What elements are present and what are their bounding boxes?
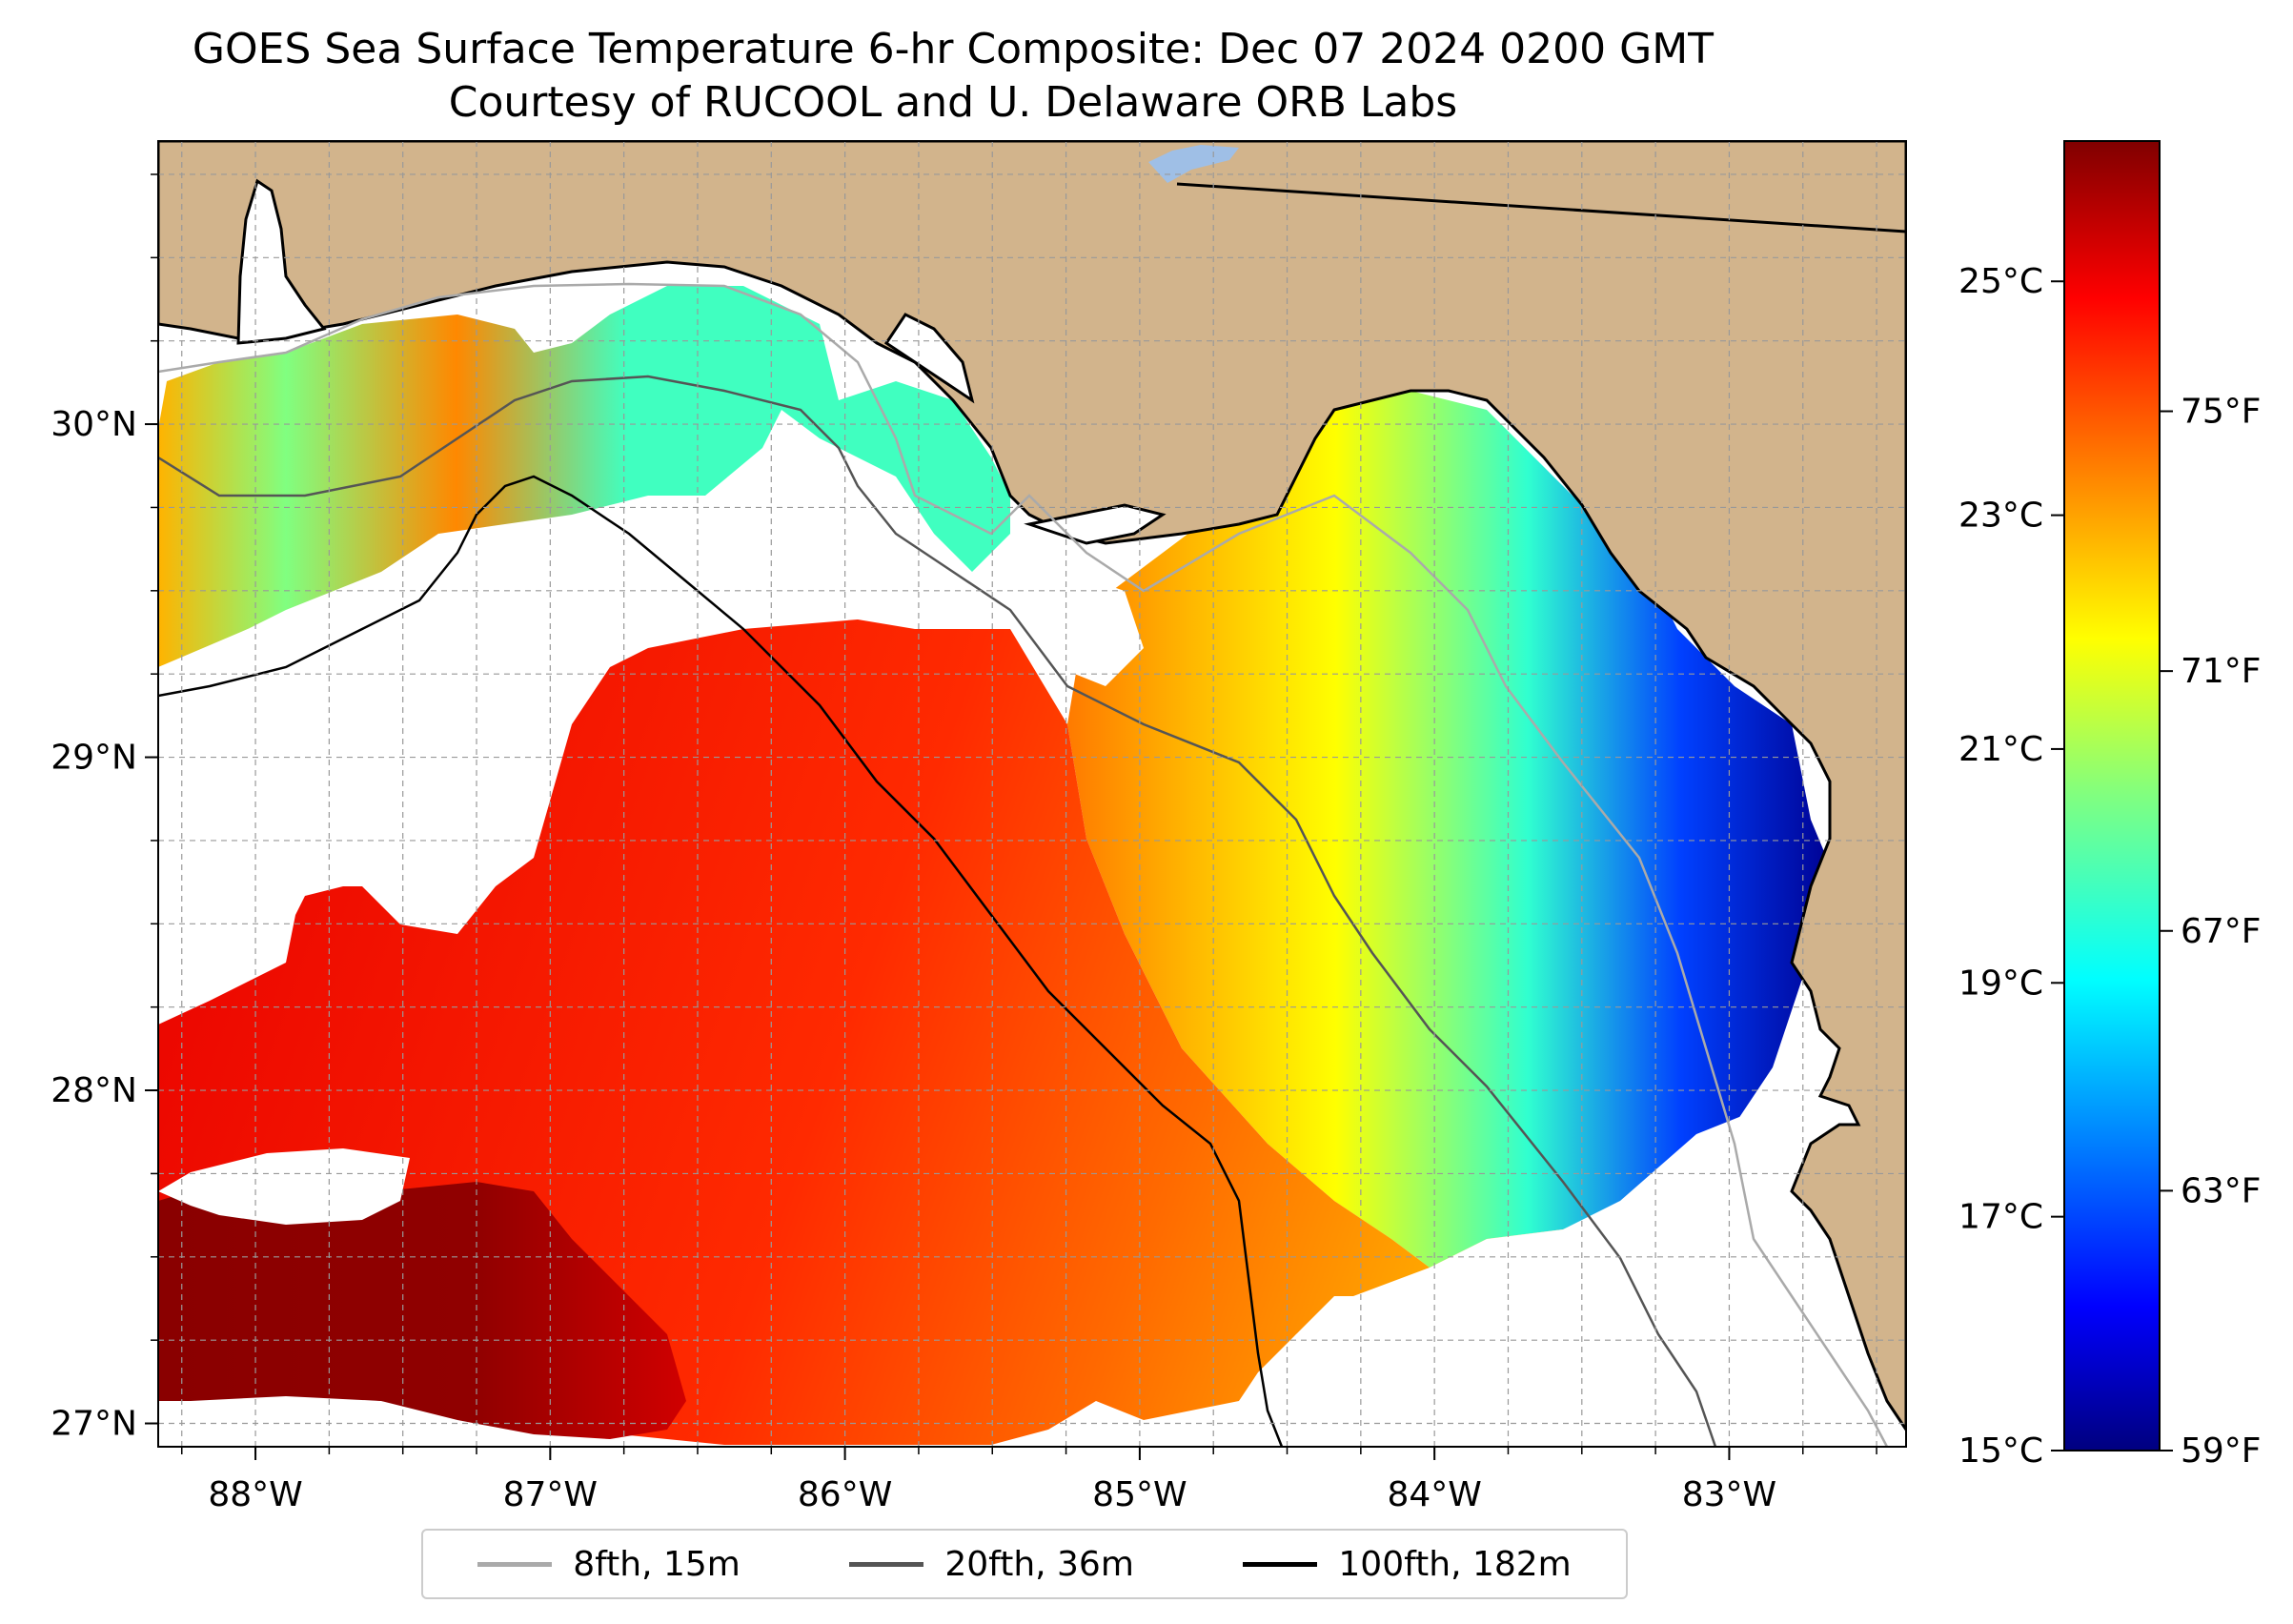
sst-field-south <box>158 1182 686 1439</box>
cloud-gap <box>1020 572 1144 686</box>
isobath-100fth <box>158 475 1284 1447</box>
celsius-tick-label: 19°C <box>1958 964 2043 1003</box>
land-mass <box>158 141 1906 1432</box>
legend-item-8fth: 8fth, 15m <box>477 1545 741 1584</box>
celsius-tick-label: 23°C <box>1958 497 2043 536</box>
lon-tick-label: 88°W <box>208 1475 302 1514</box>
colorbar <box>2063 140 2161 1451</box>
sst-field-east <box>1067 391 1835 1268</box>
legend-swatch-100fth <box>1243 1561 1318 1567</box>
colorbar-ticks: 25°C 23°C 21°C 19°C 17°C 15°C 75°F 71°F 67°F 63°F… <box>1958 262 2261 1471</box>
map-subtitle: Courtesy of RUCOOL and U. Delaware ORB L… <box>448 78 1458 127</box>
lon-tick-label: 83°W <box>1682 1475 1776 1514</box>
celsius-tick-label: 21°C <box>1958 730 2043 769</box>
celsius-tick-label: 15°C <box>1958 1431 2043 1471</box>
lon-tick-label: 86°W <box>798 1475 892 1514</box>
legend-label-8fth: 8fth, 15m <box>573 1544 741 1584</box>
legend-item-20fth: 20fth, 36m <box>849 1545 1134 1584</box>
legend-label-100fth: 100fth, 182m <box>1338 1544 1572 1584</box>
lon-tick-label: 84°W <box>1387 1475 1481 1514</box>
lake-shape <box>1148 145 1239 183</box>
legend-label-20fth: 20fth, 36m <box>944 1544 1134 1584</box>
lat-tick-label: 30°N <box>51 405 137 444</box>
map-frame <box>157 140 1907 1448</box>
lon-tick-label: 85°W <box>1092 1475 1187 1514</box>
bay-shape <box>1024 503 1167 545</box>
fahrenheit-tick-label: 71°F <box>2181 652 2262 691</box>
cloud-gap <box>158 1148 410 1225</box>
celsius-tick-label: 25°C <box>1958 262 2043 301</box>
map-title: GOES Sea Surface Temperature 6-hr Compos… <box>192 25 1715 73</box>
axis-ticks: 88°W 87°W 86°W 85°W 84°W 83°W 30°N 29°N 28°N 27°N <box>51 173 1877 1514</box>
fahrenheit-tick-label: 63°F <box>2181 1171 2262 1210</box>
legend-swatch-20fth <box>849 1561 924 1567</box>
legend: 8fth, 15m 20fth, 36m 100fth, 182m <box>421 1529 1628 1599</box>
state-border <box>1176 182 1906 233</box>
fahrenheit-tick-label: 59°F <box>2181 1431 2262 1471</box>
cloud-gap <box>1010 1106 1906 1447</box>
celsius-tick-label: 17°C <box>1958 1198 2043 1237</box>
gridlines <box>158 141 1906 1447</box>
lon-tick-label: 87°W <box>503 1475 598 1514</box>
bay-shape <box>236 178 327 345</box>
legend-swatch-8fth <box>477 1561 553 1567</box>
bay-shape <box>883 313 975 404</box>
lat-tick-label: 27°N <box>51 1405 137 1444</box>
lat-tick-label: 28°N <box>51 1071 137 1110</box>
legend-item-100fth: 100fth, 182m <box>1243 1544 1572 1584</box>
sst-field-north <box>158 286 1010 667</box>
fahrenheit-tick-label: 75°F <box>2181 393 2262 432</box>
fahrenheit-tick-label: 67°F <box>2181 912 2262 951</box>
cloud-gap <box>158 600 534 877</box>
lat-tick-label: 29°N <box>51 739 137 778</box>
map-panel <box>158 141 1906 1447</box>
